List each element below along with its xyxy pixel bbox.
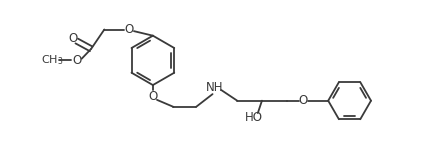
Text: CH$_3$: CH$_3$: [41, 53, 63, 67]
Text: NH: NH: [206, 81, 224, 94]
Text: O: O: [72, 54, 81, 67]
Text: HO: HO: [245, 112, 263, 124]
Text: O: O: [298, 94, 308, 107]
Text: O: O: [124, 23, 133, 36]
Text: O: O: [148, 90, 157, 103]
Text: O: O: [68, 33, 77, 45]
